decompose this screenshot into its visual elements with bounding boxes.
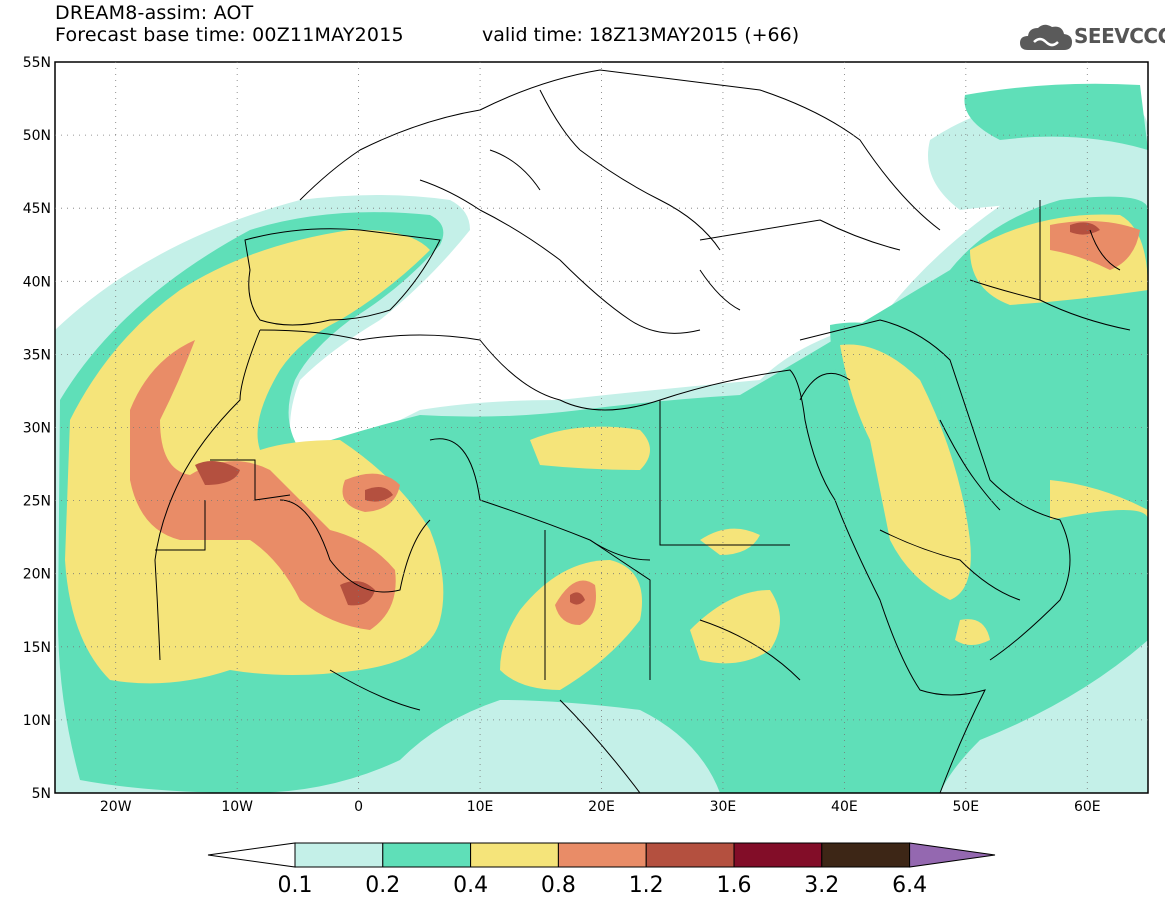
- lon-label: 20E: [588, 799, 615, 815]
- colorbar-box: [645, 842, 735, 868]
- colorbar-label: 0.4: [453, 873, 488, 898]
- colorbar-box: [470, 842, 559, 868]
- forecast-base-time: Forecast base time: 00Z11MAY2015: [55, 24, 404, 46]
- lat-label: 5N: [32, 786, 51, 802]
- lat-label: 35N: [23, 347, 51, 363]
- lon-label: 40E: [831, 799, 858, 815]
- gridlines: [55, 62, 1148, 793]
- colorbar-label: 0.8: [541, 873, 576, 898]
- map-title: DREAM8-assim: AOT: [55, 2, 254, 24]
- country-borders: [154, 69, 1131, 793]
- lat-label: 50N: [23, 128, 51, 144]
- colorbar-under-arrow: [207, 842, 296, 868]
- colorbar-box: [557, 842, 647, 868]
- lat-label: 40N: [23, 274, 51, 290]
- aot-field: [55, 62, 1148, 793]
- lon-label: 50E: [952, 799, 979, 815]
- colorbar-label: 0.1: [278, 873, 313, 898]
- cloud-icon: [1020, 24, 1072, 50]
- aot-level-1.2: [195, 222, 1100, 606]
- colorbar-label: 6.4: [892, 873, 927, 898]
- lat-label: 55N: [23, 55, 51, 71]
- colorbar-label: 0.2: [365, 873, 400, 898]
- lon-label: 0: [354, 799, 363, 815]
- colorbar-label: 3.2: [804, 873, 839, 898]
- colorbar-box: [382, 842, 472, 868]
- lat-label: 45N: [23, 201, 51, 217]
- seevccc-logo: SEEVCCC: [1018, 20, 1165, 56]
- logo-text: SEEVCCC: [1074, 24, 1165, 48]
- lon-label: 10W: [221, 799, 253, 815]
- lon-label: 10E: [467, 799, 494, 815]
- longitude-labels: 20W 10W 0 10E 20E 30E 40E 50E 60E: [100, 799, 1101, 815]
- latitude-labels: 55N 50N 45N 40N 35N 30N 25N 20N 15N 10N 5N: [23, 55, 51, 802]
- colorbar-label: 1.6: [717, 873, 752, 898]
- lat-label: 20N: [23, 567, 51, 583]
- valid-time: valid time: 18Z13MAY2015 (+66): [482, 24, 800, 46]
- lat-label: 30N: [23, 421, 51, 437]
- lat-label: 10N: [23, 713, 51, 729]
- colorbar-box: [733, 842, 823, 868]
- lon-label: 30E: [710, 799, 737, 815]
- colorbar-label: 1.2: [629, 873, 664, 898]
- colorbar-box: [294, 842, 384, 868]
- lon-label: 20W: [100, 799, 132, 815]
- lon-label: 60E: [1074, 799, 1101, 815]
- colorbar-box: [821, 842, 911, 868]
- lat-label: 25N: [23, 494, 51, 510]
- lat-label: 15N: [23, 640, 51, 656]
- colorbar-over-arrow: [909, 842, 996, 868]
